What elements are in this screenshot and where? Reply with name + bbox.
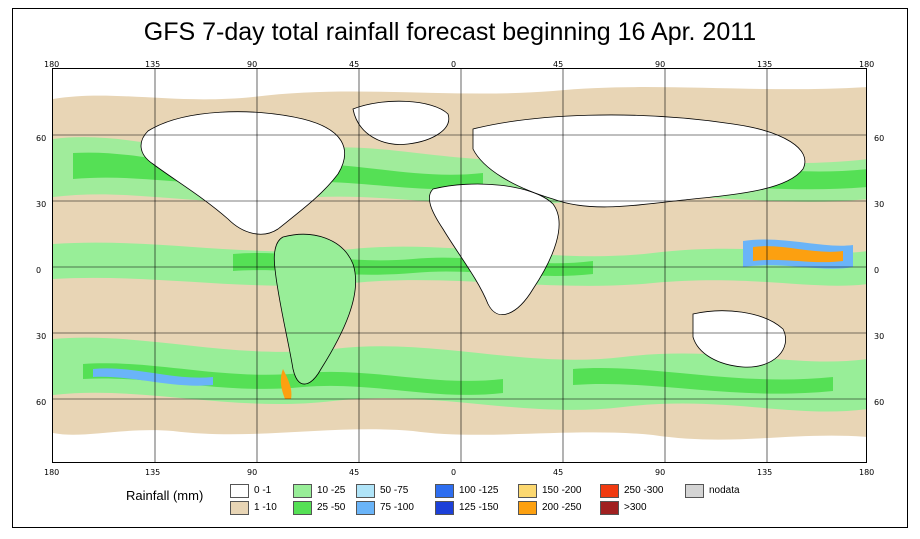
legend-swatch	[600, 501, 619, 515]
top-ticks-label: 90	[655, 60, 666, 69]
rainfall-map	[52, 68, 867, 463]
legend-swatch	[356, 501, 375, 515]
graticule	[53, 69, 866, 462]
legend-swatch	[435, 484, 454, 498]
left-ticks-label: 60	[36, 398, 47, 407]
legend-swatch	[518, 484, 537, 498]
south-storm-core	[83, 363, 503, 395]
legend-swatch	[293, 484, 312, 498]
australia	[692, 310, 786, 368]
left-ticks-label: 30	[36, 200, 47, 209]
top-ticks-label: 135	[145, 60, 161, 69]
bottom-ticks-label: 90	[655, 468, 666, 477]
legend-label: 0 -1	[254, 485, 272, 496]
top-ticks-label: 90	[247, 60, 258, 69]
legend-label: 50 -75	[380, 485, 409, 496]
top-ticks-label: 0	[451, 60, 457, 69]
greenland	[352, 100, 450, 145]
legend-label: nodata	[709, 485, 740, 496]
top-ticks-label: 180	[859, 60, 875, 69]
legend-label: >300	[624, 502, 647, 513]
west-pacific-intense	[753, 246, 843, 263]
legend-label: 150 -200	[542, 485, 582, 496]
legend-label: 250 -300	[624, 485, 664, 496]
bottom-ticks-label: 135	[757, 468, 773, 477]
top-ticks-label: 180	[44, 60, 60, 69]
legend-swatch	[293, 501, 312, 515]
legend-swatch	[435, 501, 454, 515]
top-ticks-label: 45	[553, 60, 564, 69]
eurasia	[472, 114, 806, 208]
left-ticks-label: 30	[36, 332, 47, 341]
bottom-ticks-label: 45	[553, 468, 564, 477]
legend-swatch	[230, 501, 249, 515]
legend-label: 25 -50	[317, 502, 346, 513]
legend-swatch	[230, 484, 249, 498]
south-america	[273, 233, 357, 385]
legend-swatch	[600, 484, 619, 498]
legend-title: Rainfall (mm)	[126, 488, 204, 503]
legend-label: 10 -25	[317, 485, 346, 496]
map-title: GFS 7-day total rainfall forecast beginn…	[143, 18, 757, 46]
bottom-ticks-label: 135	[145, 468, 161, 477]
right-ticks-label: 0	[874, 266, 880, 275]
figure-frame	[12, 8, 908, 528]
top-ticks-label: 45	[349, 60, 360, 69]
legend-label: 1 -10	[254, 502, 277, 513]
south-indian-core	[573, 368, 833, 394]
right-ticks-label: 30	[874, 200, 885, 209]
legend-label: 100 -125	[459, 485, 499, 496]
bottom-ticks-label: 45	[349, 468, 360, 477]
left-ticks-label: 60	[36, 134, 47, 143]
south-storm-track	[53, 337, 866, 412]
bottom-ticks-label: 90	[247, 468, 258, 477]
patagonia-heavy	[280, 369, 292, 399]
south-pacific-heavy	[93, 368, 213, 386]
legend-label: 200 -250	[542, 502, 582, 513]
left-ticks-label: 0	[36, 266, 42, 275]
right-ticks-label: 60	[874, 134, 885, 143]
north-america	[140, 111, 346, 235]
legend-label: 75 -100	[380, 502, 414, 513]
legend-label: 125 -150	[459, 502, 499, 513]
right-ticks-label: 30	[874, 332, 885, 341]
bottom-ticks-label: 180	[859, 468, 875, 477]
top-ticks-label: 135	[757, 60, 773, 69]
legend-swatch	[685, 484, 704, 498]
right-ticks-label: 60	[874, 398, 885, 407]
legend-swatch	[518, 501, 537, 515]
bottom-ticks-label: 0	[451, 468, 457, 477]
antarctic-dry-zone	[53, 429, 866, 462]
bottom-ticks-label: 180	[44, 468, 60, 477]
arctic-dry-zone	[53, 69, 866, 100]
legend-swatch	[356, 484, 375, 498]
